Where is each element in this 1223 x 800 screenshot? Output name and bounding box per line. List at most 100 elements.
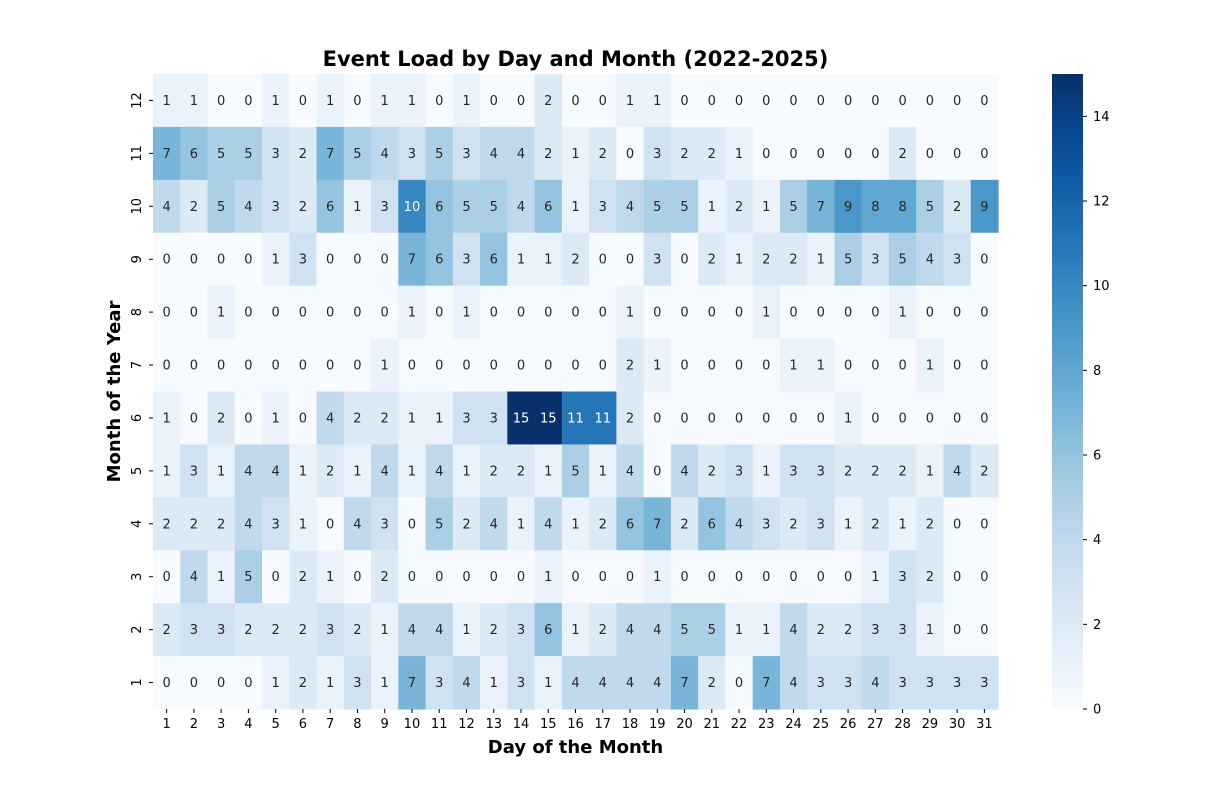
heatmap-cell bbox=[807, 550, 836, 604]
heatmap-cell bbox=[807, 179, 836, 234]
heatmap-cell bbox=[888, 74, 917, 128]
cell-value-label: 0 bbox=[653, 411, 661, 426]
x-tick-label: 24 bbox=[785, 717, 802, 732]
heatmap-cell bbox=[670, 550, 699, 604]
heatmap-cell bbox=[752, 74, 781, 128]
heatmap-cell bbox=[234, 444, 263, 498]
cell-value-label: 0 bbox=[490, 359, 498, 374]
cell-value-label: 0 bbox=[980, 411, 988, 426]
cell-value-label: 0 bbox=[762, 570, 770, 585]
cell-value-label: 1 bbox=[272, 676, 280, 691]
cell-value-label: 1 bbox=[326, 94, 334, 109]
cell-value-label: 0 bbox=[953, 94, 961, 109]
cell-value-label: 0 bbox=[762, 147, 770, 162]
heatmap-cell bbox=[316, 550, 345, 604]
cell-value-label: 1 bbox=[353, 464, 361, 479]
cell-value-label: 0 bbox=[517, 306, 525, 321]
cell-value-label: 6 bbox=[190, 147, 198, 162]
cell-value-label: 0 bbox=[762, 359, 770, 374]
cell-value-label: 11 bbox=[567, 411, 584, 426]
heatmap-cell bbox=[371, 338, 399, 393]
heatmap-cell bbox=[289, 550, 318, 604]
heatmap-cell bbox=[725, 550, 754, 604]
x-tick-label: 12 bbox=[458, 717, 475, 732]
heatmap-cell bbox=[943, 74, 972, 128]
cell-value-label: 1 bbox=[926, 359, 934, 374]
heatmap-cell bbox=[398, 391, 427, 446]
cell-value-label: 1 bbox=[162, 94, 170, 109]
cell-value-label: 0 bbox=[244, 306, 252, 321]
colorbar-tick-label: 10 bbox=[1093, 279, 1110, 294]
heatmap-cell bbox=[534, 74, 563, 128]
cell-value-label: 3 bbox=[817, 517, 825, 532]
cell-value-label: 0 bbox=[762, 94, 770, 109]
heatmap-cell bbox=[289, 391, 318, 446]
heatmap-cell bbox=[643, 391, 672, 446]
heatmap-cell bbox=[643, 550, 672, 604]
heatmap-cell bbox=[616, 232, 645, 287]
cell-value-label: 1 bbox=[381, 94, 389, 109]
cell-value-label: 3 bbox=[462, 253, 470, 268]
heatmap-cell bbox=[834, 285, 863, 340]
cell-value-label: 9 bbox=[844, 200, 852, 215]
heatmap-cell bbox=[289, 656, 318, 710]
cell-value-label: 4 bbox=[381, 147, 389, 162]
cell-value-label: 2 bbox=[898, 464, 906, 479]
heatmap-cell bbox=[153, 232, 181, 287]
heatmap-cell bbox=[398, 338, 427, 393]
heatmap-cell bbox=[480, 603, 508, 657]
x-tick-label: 27 bbox=[867, 717, 884, 732]
heatmap-cell bbox=[425, 656, 454, 710]
heatmap-cell bbox=[916, 232, 945, 287]
heatmap-cell bbox=[943, 497, 972, 551]
x-tick-label: 4 bbox=[244, 717, 252, 732]
cell-value-label: 0 bbox=[408, 517, 416, 532]
heatmap-cell bbox=[561, 285, 590, 340]
cell-value-label: 1 bbox=[299, 464, 307, 479]
heatmap-cell bbox=[480, 179, 508, 234]
cell-value-label: 4 bbox=[435, 464, 443, 479]
heatmap-cell bbox=[371, 656, 399, 710]
cell-value-label: 2 bbox=[381, 570, 389, 585]
cell-value-label: 0 bbox=[462, 359, 470, 374]
cell-value-label: 1 bbox=[708, 200, 716, 215]
heatmap-cell bbox=[943, 391, 972, 446]
cell-value-label: 0 bbox=[789, 147, 797, 162]
cell-value-label: 1 bbox=[626, 306, 634, 321]
heatmap-cell bbox=[207, 126, 236, 181]
heatmap-cell bbox=[371, 550, 399, 604]
heatmap-cell bbox=[289, 126, 318, 181]
heatmap-cell bbox=[262, 179, 290, 234]
heatmap-cell bbox=[234, 126, 263, 181]
heatmap-cell bbox=[207, 285, 236, 340]
cell-value-label: 1 bbox=[217, 306, 225, 321]
cell-value-label: 2 bbox=[490, 623, 498, 638]
cell-value-label: 1 bbox=[544, 676, 552, 691]
heatmap-cell bbox=[970, 285, 999, 340]
cell-value-label: 7 bbox=[162, 147, 170, 162]
cell-value-label: 0 bbox=[817, 411, 825, 426]
cell-value-label: 3 bbox=[898, 676, 906, 691]
cell-value-label: 1 bbox=[898, 517, 906, 532]
colorbar-tick-label: 12 bbox=[1093, 195, 1110, 210]
heatmap-cell bbox=[507, 497, 536, 551]
heatmap-cell bbox=[153, 391, 181, 446]
cell-value-label: 7 bbox=[408, 676, 416, 691]
cell-value-label: 1 bbox=[762, 306, 770, 321]
heatmap-cell bbox=[343, 74, 372, 128]
heatmap-cell bbox=[234, 179, 263, 234]
heatmap-cell bbox=[643, 74, 672, 128]
heatmap-cell bbox=[861, 497, 890, 551]
heatmap-cell bbox=[943, 285, 972, 340]
heatmap-cell bbox=[234, 656, 263, 710]
cell-value-label: 3 bbox=[735, 464, 743, 479]
cell-value-label: 2 bbox=[735, 200, 743, 215]
heatmap-cell bbox=[316, 391, 345, 446]
heatmap-cell bbox=[234, 550, 263, 604]
heatmap-cell bbox=[289, 285, 318, 340]
cell-value-label: 2 bbox=[762, 253, 770, 268]
cell-value-label: 1 bbox=[599, 464, 607, 479]
colorbar-tick-label: 8 bbox=[1093, 364, 1101, 379]
cell-value-label: 3 bbox=[272, 147, 280, 162]
